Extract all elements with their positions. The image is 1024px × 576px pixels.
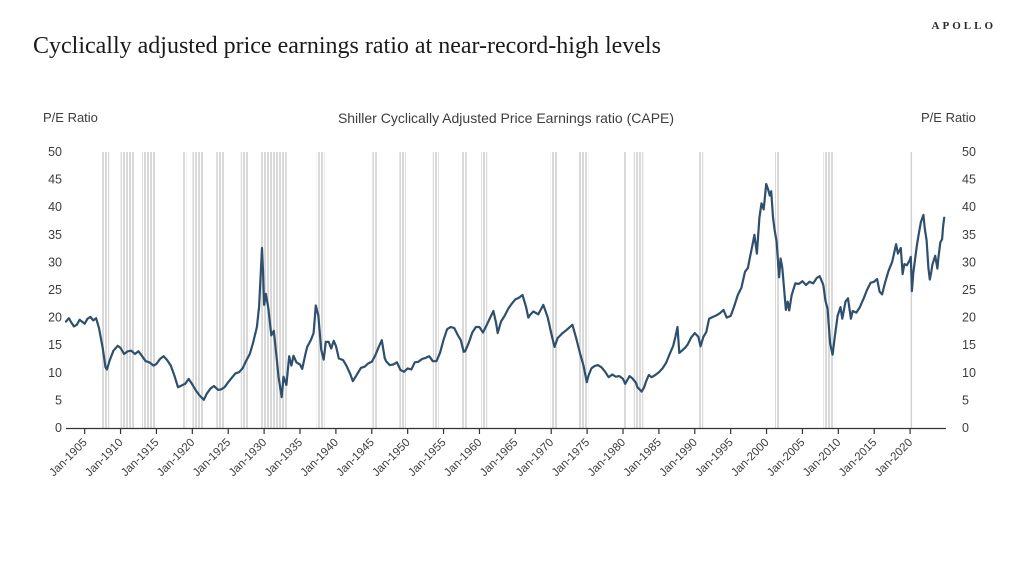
recession-band	[550, 152, 558, 428]
page-title: Cyclically adjusted price earnings ratio…	[33, 33, 661, 59]
x-tick-label: Jan-1995	[693, 437, 735, 479]
x-tick-label: Jan-2010	[801, 437, 843, 479]
right-axis-title: P/E Ratio	[921, 110, 976, 125]
x-tick-label: Jan-1960	[442, 437, 484, 479]
y-tick-label-right: 20	[962, 311, 976, 325]
recession-band	[182, 152, 187, 428]
y-tick-label-right: 5	[962, 393, 969, 407]
recession-band	[316, 152, 325, 428]
recession-band	[462, 152, 467, 428]
x-tick-label: Jan-2015	[837, 437, 879, 479]
y-tick-label-left: 40	[48, 200, 62, 214]
x-tick-label: Jan-2020	[873, 437, 915, 479]
recession-band	[240, 152, 249, 428]
y-tick-label-right: 15	[962, 338, 976, 352]
y-tick-label-right: 35	[962, 228, 976, 242]
x-tick-label: Jan-1975	[550, 437, 592, 479]
recession-band	[633, 152, 644, 428]
y-tick-label-left: 5	[55, 393, 62, 407]
y-tick-label-left: 10	[48, 366, 62, 380]
recession-band	[578, 152, 589, 428]
cape-series-line	[64, 182, 946, 401]
x-tick-label: Jan-1915	[119, 437, 161, 479]
x-tick-label: Jan-1920	[155, 437, 197, 479]
y-tick-label-left: 25	[48, 283, 62, 297]
y-tick-label-right: 25	[962, 283, 976, 297]
chart-title: Shiller Cyclically Adjusted Price Earnin…	[337, 110, 675, 126]
recession-band	[142, 152, 156, 428]
y-tick-label-left: 35	[48, 228, 62, 242]
recession-band	[399, 152, 406, 428]
recession-band	[120, 152, 135, 428]
recession-band	[372, 152, 378, 428]
y-tick-label-left: 30	[48, 255, 62, 269]
y-tick-label-right: 45	[962, 173, 976, 187]
recession-band	[622, 152, 627, 428]
y-tick-label-left: 50	[48, 145, 62, 159]
x-tick-label: Jan-1950	[370, 437, 412, 479]
x-tick-label: Jan-1945	[334, 437, 376, 479]
recession-band	[774, 152, 780, 428]
y-tick-label-right: 0	[962, 421, 969, 435]
x-tick-label: Jan-2005	[765, 437, 807, 479]
recession-band	[216, 152, 225, 428]
y-tick-label-right: 50	[962, 145, 976, 159]
x-tick-label: Jan-1985	[622, 437, 664, 479]
x-tick-label: Jan-1905	[47, 437, 89, 479]
x-tick-label: Jan-1965	[478, 437, 520, 479]
recession-band	[481, 152, 488, 428]
x-tick-label: Jan-1930	[227, 437, 269, 479]
x-tick-label: Jan-2000	[729, 437, 771, 479]
y-tick-label-left: 0	[55, 421, 62, 435]
x-tick-label: Jan-1925	[191, 437, 233, 479]
x-tick-label: Jan-1940	[299, 437, 341, 479]
recession-band	[698, 152, 704, 428]
y-tick-label-right: 40	[962, 200, 976, 214]
recession-band	[101, 152, 110, 428]
y-tick-label-left: 45	[48, 173, 62, 187]
x-tick-label: Jan-1935	[263, 437, 305, 479]
recession-band	[192, 152, 204, 428]
y-tick-label-left: 20	[48, 311, 62, 325]
x-tick-label: Jan-1980	[586, 437, 628, 479]
x-tick-label: Jan-1990	[657, 437, 699, 479]
x-tick-label: Jan-1910	[83, 437, 125, 479]
x-tick-label: Jan-1955	[406, 437, 448, 479]
y-tick-label-right: 10	[962, 366, 976, 380]
apollo-logo: APOLLO	[931, 20, 996, 32]
y-tick-label-left: 15	[48, 338, 62, 352]
y-tick-label-right: 30	[962, 255, 976, 269]
x-tick-label: Jan-1970	[514, 437, 556, 479]
left-axis-title: P/E Ratio	[43, 110, 98, 125]
recession-band	[432, 152, 439, 428]
recession-band	[823, 152, 835, 428]
